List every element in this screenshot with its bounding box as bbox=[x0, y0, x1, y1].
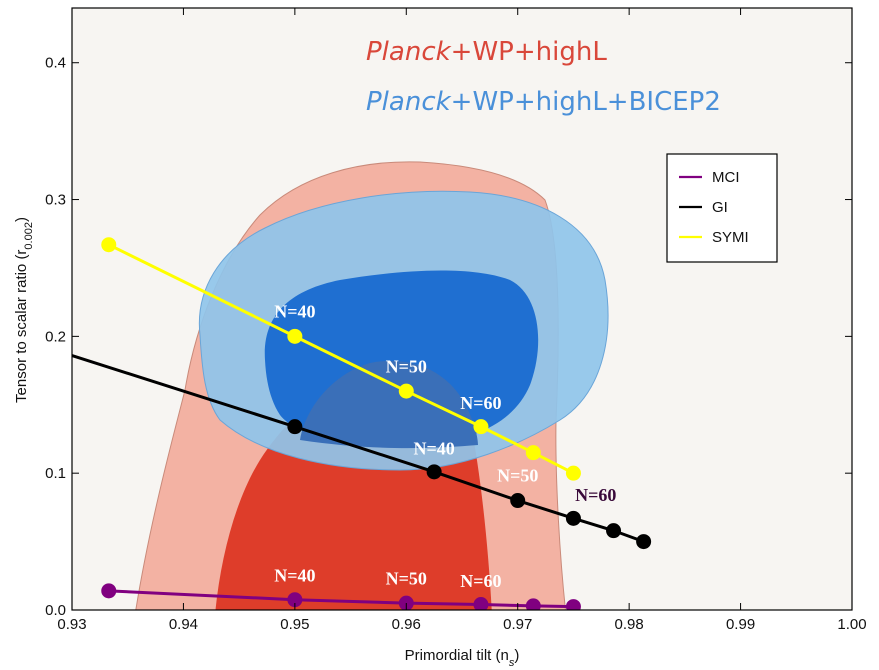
x-tick-label: 0.99 bbox=[726, 616, 755, 633]
overlay-title-planck: Planck+WP+highL bbox=[366, 37, 607, 67]
efold-label: N=50 bbox=[386, 568, 427, 588]
point-symi bbox=[101, 237, 117, 253]
legend-label-gi: GI bbox=[712, 199, 728, 216]
efold-label: N=60 bbox=[460, 571, 501, 591]
efold-label: N=50 bbox=[386, 356, 427, 376]
point-symi bbox=[398, 383, 414, 399]
point-gi bbox=[287, 419, 303, 435]
y-tick-label: 0.4 bbox=[45, 55, 66, 72]
x-axis: 0.93 0.94 0.95 0.96 0.97 0.98 0.99 1.00 bbox=[57, 8, 867, 633]
efold-label: N=60 bbox=[460, 393, 501, 413]
efold-label: N=50 bbox=[497, 466, 538, 486]
point-mci bbox=[473, 597, 489, 610]
point-gi bbox=[510, 493, 526, 509]
y-tick-label: 0.3 bbox=[45, 192, 66, 209]
x-tick-label: 1.00 bbox=[837, 616, 866, 633]
legend-label-symi: SYMI bbox=[712, 229, 749, 246]
x-tick-label: 0.98 bbox=[615, 616, 644, 633]
efold-label: N=60 bbox=[575, 485, 616, 505]
legend-label-mci: MCI bbox=[712, 169, 740, 186]
x-tick-label: 0.97 bbox=[503, 616, 532, 633]
contour-overlap bbox=[300, 360, 478, 449]
point-symi bbox=[525, 445, 541, 461]
likelihood-contours bbox=[135, 161, 609, 610]
x-tick-label: 0.95 bbox=[280, 616, 309, 633]
series-layer bbox=[72, 237, 652, 610]
y-axis: 0.0 0.1 0.2 0.3 0.4 bbox=[45, 55, 852, 619]
x-tick-label: 0.96 bbox=[392, 616, 421, 633]
overlay-title-bicep2: Planck+WP+highL+BICEP2 bbox=[366, 87, 721, 117]
y-tick-label: 0.1 bbox=[45, 465, 66, 482]
efold-label: N=40 bbox=[274, 302, 315, 322]
point-symi bbox=[473, 419, 489, 435]
x-axis-title: Primordial tilt (ns) bbox=[405, 647, 520, 669]
y-tick-label: 0.0 bbox=[45, 602, 66, 619]
efold-label: N=40 bbox=[414, 438, 455, 458]
point-mci bbox=[101, 583, 117, 599]
y-axis-title: Tensor to scalar ratio (r0.002) bbox=[13, 217, 35, 403]
annotation-layer: N=40 N=50 N=60 N=40 N=50 N=60 N=40 N=50 N=60 bbox=[274, 302, 616, 592]
efold-label: N=40 bbox=[274, 566, 315, 586]
x-tick-label: 0.94 bbox=[169, 616, 198, 633]
legend: MCI GI SYMI bbox=[666, 153, 778, 263]
point-gi bbox=[426, 464, 442, 480]
point-symi bbox=[565, 465, 581, 481]
point-gi bbox=[606, 523, 622, 539]
point-mci bbox=[398, 595, 414, 610]
y-tick-label: 0.2 bbox=[45, 328, 66, 345]
x-tick-label: 0.93 bbox=[57, 616, 86, 633]
point-gi bbox=[565, 510, 581, 526]
point-mci bbox=[287, 592, 303, 608]
point-mci bbox=[565, 599, 581, 610]
point-symi bbox=[287, 328, 303, 344]
point-gi bbox=[636, 534, 652, 550]
point-mci bbox=[525, 598, 541, 610]
series-line-symi bbox=[108, 243, 575, 475]
plot-frame bbox=[71, 7, 853, 611]
